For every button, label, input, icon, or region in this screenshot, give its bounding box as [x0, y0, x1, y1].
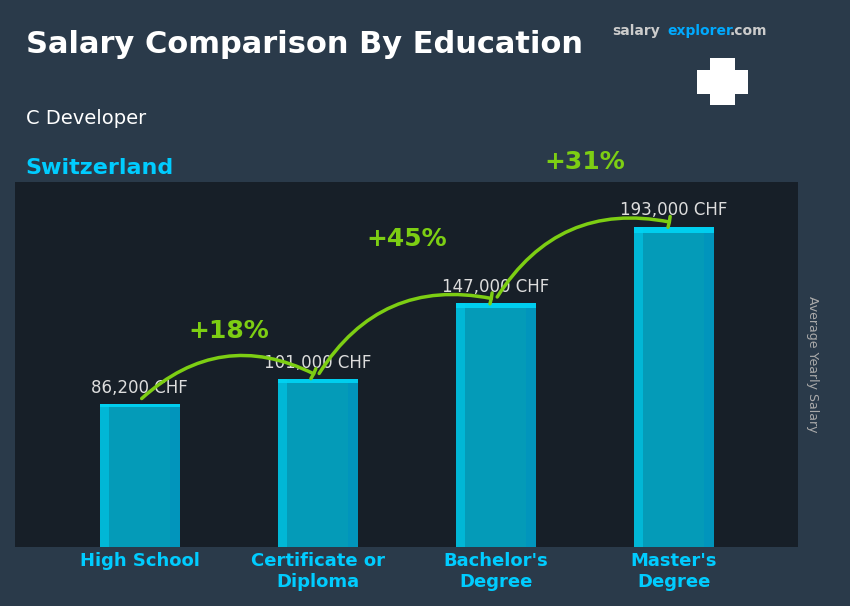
Bar [278, 379, 358, 547]
Text: Average Yearly Salary: Average Yearly Salary [807, 296, 819, 433]
Bar [704, 227, 714, 547]
Bar [456, 303, 465, 547]
Text: Salary Comparison By Education: Salary Comparison By Education [26, 30, 582, 59]
Bar [456, 303, 536, 308]
Text: salary: salary [612, 24, 660, 38]
Bar [278, 379, 358, 383]
Text: explorer: explorer [667, 24, 733, 38]
Bar [710, 58, 735, 105]
Bar [278, 379, 287, 547]
Bar [456, 303, 536, 547]
Text: 101,000 CHF: 101,000 CHF [264, 354, 371, 372]
Bar [526, 303, 536, 547]
Text: 86,200 CHF: 86,200 CHF [91, 379, 188, 397]
Bar [99, 404, 179, 407]
Bar [634, 227, 643, 547]
Text: 193,000 CHF: 193,000 CHF [620, 201, 728, 219]
Text: .com: .com [729, 24, 767, 38]
Bar [99, 404, 109, 547]
Text: 147,000 CHF: 147,000 CHF [442, 278, 549, 296]
Text: C Developer: C Developer [26, 109, 145, 128]
Bar [170, 404, 179, 547]
Bar [634, 227, 714, 547]
Text: +31%: +31% [544, 150, 625, 175]
Bar [99, 404, 179, 547]
Bar [348, 379, 358, 547]
Text: +18%: +18% [189, 319, 269, 343]
Text: +45%: +45% [366, 227, 447, 251]
Bar [634, 227, 714, 233]
Bar [697, 70, 748, 93]
Text: Switzerland: Switzerland [26, 158, 173, 178]
